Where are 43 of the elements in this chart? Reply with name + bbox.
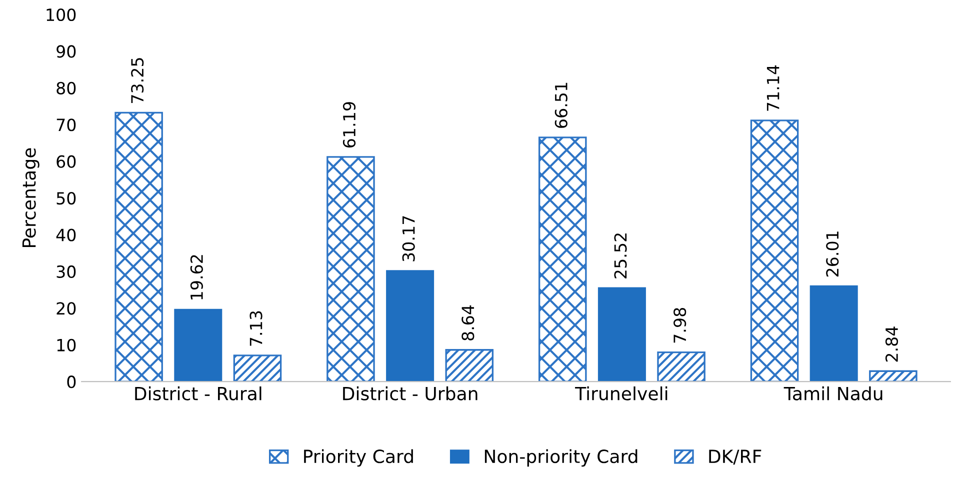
bar bbox=[174, 308, 222, 382]
y-tick-label: 70 bbox=[56, 118, 76, 132]
y-tick-label: 100 bbox=[46, 8, 76, 22]
bar bbox=[386, 270, 434, 382]
x-tick-label: District - Urban bbox=[343, 386, 478, 400]
x-tick-label: Tirunelveli bbox=[575, 386, 668, 400]
bar bbox=[657, 351, 706, 382]
data-label: 7.98 bbox=[674, 308, 686, 343]
data-label: 2.84 bbox=[885, 326, 898, 362]
x-tick-label: Tamil Nadu bbox=[784, 386, 882, 400]
legend-label: DK/RF bbox=[709, 450, 762, 465]
data-label: 7.13 bbox=[250, 311, 262, 346]
bar bbox=[538, 136, 587, 382]
bar bbox=[598, 287, 646, 382]
x-tick-label: District - Rural bbox=[135, 386, 262, 400]
data-label: 26.01 bbox=[826, 232, 839, 277]
data-label: 8.64 bbox=[462, 305, 474, 340]
y-axis-title: Percentage bbox=[22, 148, 40, 248]
y-tick-label: 10 bbox=[57, 338, 76, 352]
y-tick-label: 40 bbox=[56, 228, 76, 242]
bar bbox=[750, 120, 799, 382]
bar bbox=[326, 156, 375, 382]
legend-label: Non-priority Card bbox=[484, 449, 638, 467]
data-label: 66.51 bbox=[554, 82, 568, 128]
y-tick-label: 50 bbox=[56, 192, 76, 205]
data-label: 19.62 bbox=[190, 255, 203, 300]
y-tick-label: 80 bbox=[56, 82, 76, 94]
y-tick-label: 20 bbox=[56, 302, 76, 315]
bar bbox=[114, 112, 163, 382]
bar bbox=[445, 349, 494, 382]
data-label: 30.17 bbox=[402, 216, 415, 262]
data-label: 61.19 bbox=[342, 102, 356, 148]
data-label: 25.52 bbox=[614, 234, 627, 278]
bar bbox=[233, 354, 282, 382]
bar bbox=[869, 370, 918, 382]
y-tick-label: 0 bbox=[67, 376, 76, 388]
y-tick-label: 90 bbox=[56, 45, 76, 58]
y-tick-label: 60 bbox=[56, 155, 76, 168]
legend-label: Priority Card bbox=[304, 449, 413, 467]
data-label: 71.14 bbox=[766, 65, 780, 111]
data-label: 73.25 bbox=[131, 58, 144, 103]
y-tick-label: 30 bbox=[56, 265, 76, 278]
bar bbox=[810, 285, 858, 382]
